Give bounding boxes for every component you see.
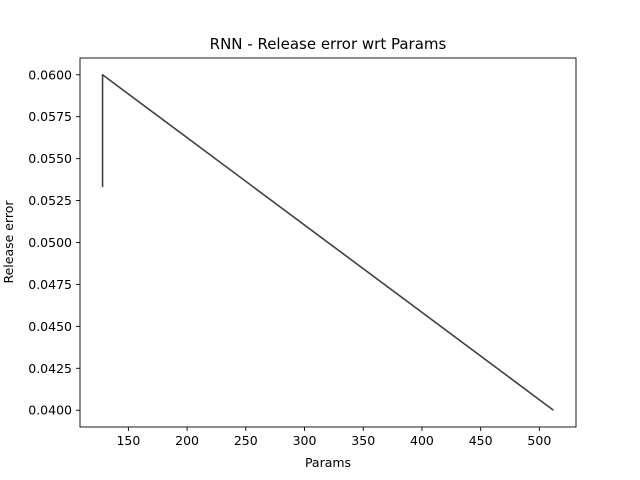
x-tick-label: 450 — [469, 433, 493, 448]
y-tick-label: 0.0425 — [28, 361, 72, 376]
x-tick-label: 250 — [234, 433, 258, 448]
y-tick-label: 0.0550 — [28, 151, 72, 166]
x-tick-label: 150 — [116, 433, 140, 448]
series-line — [101, 73, 554, 411]
x-tick-label: 300 — [293, 433, 317, 448]
x-axis-ticks: 150 200 250 300 350 400 450 500 — [116, 427, 551, 448]
y-tick-label: 0.0475 — [28, 277, 72, 292]
y-axis-ticks: 0.0400 0.0425 0.0450 0.0475 0.0500 0.0525 0.05… — [28, 67, 80, 418]
x-axis-label: Params — [305, 455, 351, 470]
y-tick-label: 0.0400 — [28, 403, 72, 418]
axes-frame — [79, 57, 577, 428]
y-axis-label: Release error — [1, 200, 16, 284]
y-tick-label: 0.0600 — [28, 67, 72, 82]
x-tick-label: 200 — [175, 433, 199, 448]
y-tick-label: 0.0500 — [28, 235, 72, 250]
x-tick-label: 400 — [410, 433, 434, 448]
chart-title: RNN - Release error wrt Params — [210, 35, 447, 53]
y-tick-label: 0.0575 — [28, 109, 72, 124]
x-tick-label: 500 — [527, 433, 551, 448]
y-tick-label: 0.0450 — [28, 319, 72, 334]
series-layer — [101, 73, 554, 411]
x-tick-label: 350 — [351, 433, 375, 448]
y-tick-label: 0.0525 — [28, 193, 72, 208]
